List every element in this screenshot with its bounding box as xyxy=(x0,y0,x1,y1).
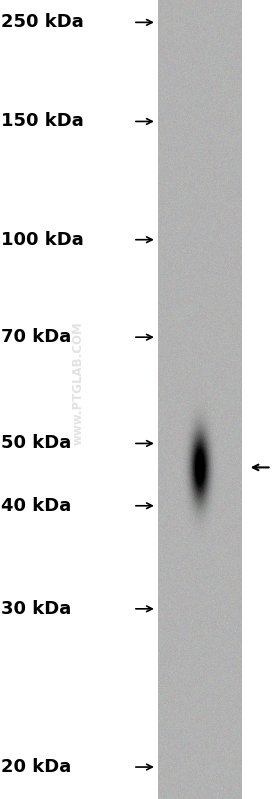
Text: 250 kDa: 250 kDa xyxy=(1,14,84,31)
Text: www.PTGLAB.COM: www.PTGLAB.COM xyxy=(72,322,85,445)
Text: 20 kDa: 20 kDa xyxy=(1,758,72,776)
Text: 50 kDa: 50 kDa xyxy=(1,435,72,452)
Text: 70 kDa: 70 kDa xyxy=(1,328,72,346)
Text: 100 kDa: 100 kDa xyxy=(1,231,84,248)
Text: 150 kDa: 150 kDa xyxy=(1,113,84,130)
Text: 40 kDa: 40 kDa xyxy=(1,497,72,515)
Text: 30 kDa: 30 kDa xyxy=(1,600,72,618)
